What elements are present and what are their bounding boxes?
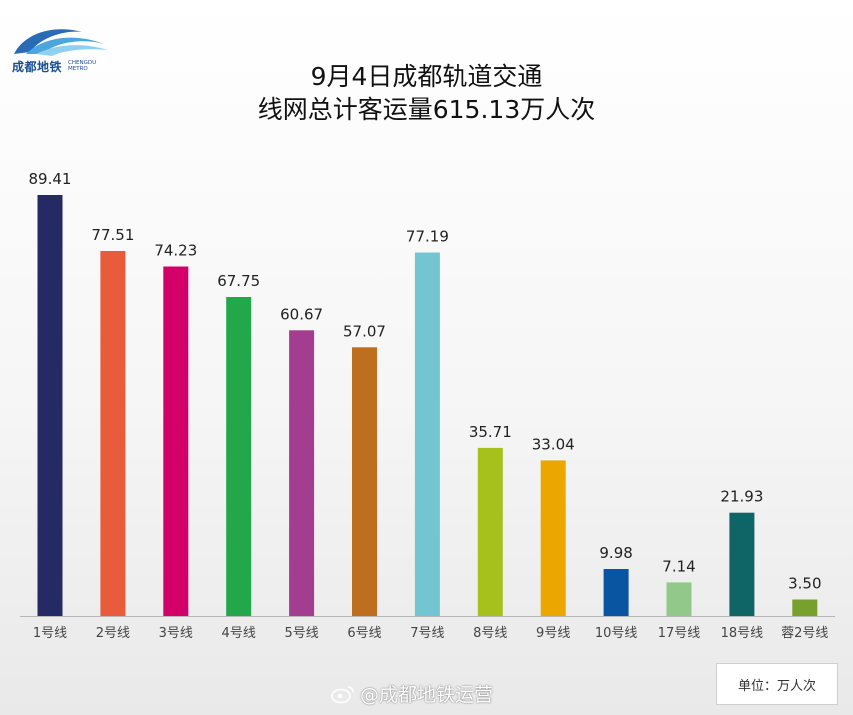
bar-1 — [37, 195, 63, 616]
category-label-12: 18号线 — [721, 626, 764, 641]
logo-name-en-2: METRO — [68, 66, 88, 72]
chart-title-line-1: 9月4日成都轨道交通 — [310, 62, 543, 91]
bar-value-label-12: 21.93 — [720, 488, 763, 506]
category-label-1: 1号线 — [33, 626, 67, 641]
bar-value-label-13: 3.50 — [788, 575, 821, 593]
bar-value-label-7: 77.19 — [406, 228, 449, 246]
bar-value-label-5: 60.67 — [280, 305, 323, 323]
category-label-8: 8号线 — [473, 626, 507, 641]
unit-label: 单位：万人次 — [737, 678, 816, 694]
unit-label-box: 单位：万人次 — [716, 663, 838, 705]
watermark-text: @成都地铁运营 — [360, 684, 494, 706]
bar-6 — [352, 347, 377, 616]
weibo-watermark: @成都地铁运营 — [330, 680, 493, 707]
bar-9 — [540, 460, 566, 616]
weibo-icon — [331, 685, 354, 703]
bar-13 — [792, 599, 818, 616]
category-label-2: 2号线 — [96, 626, 130, 641]
bar-value-label-4: 67.75 — [217, 272, 260, 290]
logo-name-en: CHENGDU METRO — [68, 60, 96, 72]
category-label-9: 9号线 — [536, 626, 570, 641]
bar-5 — [289, 330, 315, 616]
bar-value-label-10: 9.98 — [599, 544, 632, 562]
bar-11 — [666, 582, 692, 616]
bar-10 — [603, 569, 629, 616]
bar-12 — [729, 512, 755, 616]
bar-value-label-1: 89.41 — [29, 170, 72, 188]
category-label-10: 10号线 — [595, 626, 638, 641]
category-label-3: 3号线 — [159, 626, 193, 641]
category-label-5: 5号线 — [284, 626, 318, 641]
category-label-4: 4号线 — [222, 626, 256, 641]
bar-value-label-11: 7.14 — [662, 557, 695, 575]
bar-4 — [226, 297, 252, 616]
chart-title: 9月4日成都轨道交通 线网总计客运量615.13万人次 — [0, 60, 853, 126]
bar-8 — [477, 447, 503, 616]
chart-title-line-2: 线网总计客运量615.13万人次 — [257, 95, 596, 124]
bar-3 — [163, 266, 189, 616]
metro-wave-icon — [14, 29, 108, 56]
bar-value-label-2: 77.51 — [91, 226, 134, 244]
bar-2 — [100, 251, 126, 616]
logo-name-cn: 成都地铁 — [12, 60, 63, 74]
category-label-11: 17号线 — [658, 626, 701, 641]
category-label-6: 6号线 — [347, 626, 381, 641]
logo-name-en-1: CHENGDU — [68, 60, 97, 66]
bar-value-label-8: 35.71 — [469, 423, 512, 441]
chengdu-metro-logo: 成都地铁 CHENGDU METRO — [12, 26, 112, 78]
bar-value-label-3: 74.23 — [154, 242, 197, 260]
category-label-13: 蓉2号线 — [781, 626, 828, 641]
bar-value-label-9: 33.04 — [532, 435, 575, 453]
bar-7 — [414, 252, 440, 616]
category-label-7: 7号线 — [410, 626, 444, 641]
bar-value-label-6: 57.07 — [343, 322, 386, 340]
